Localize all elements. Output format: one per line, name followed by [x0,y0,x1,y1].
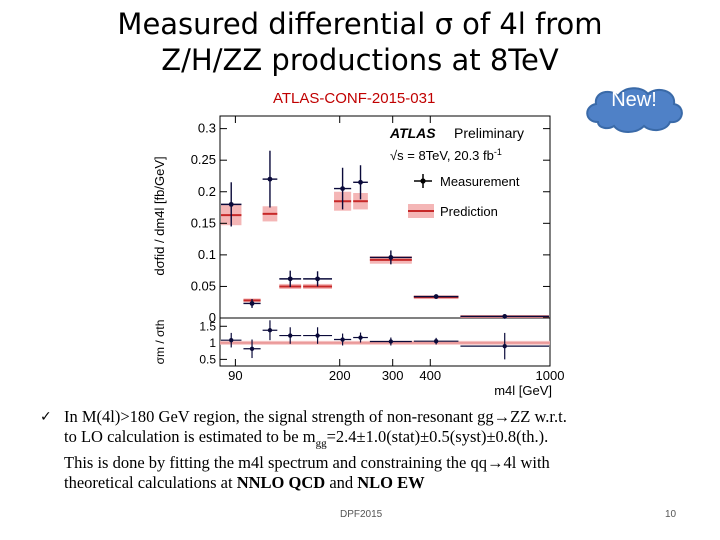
measurement-point-1 [249,301,255,306]
bullet-text-b: ZZ w.r.t. [510,407,567,426]
ratio-point-3 [288,333,293,338]
y-tick-label-4: 0.2 [198,184,216,199]
measurement-point-9 [502,314,508,319]
y-tick-label-1: 0.05 [191,278,216,293]
x-axis-label: m4l [GeV] [494,383,552,398]
bullet-line2-b: =2.4±1.0(stat)±0.5(syst)±0.8(th.). [326,427,549,446]
ratio-point-8 [433,338,439,344]
title-line-1: Measured differential σ of 4l from [117,7,603,41]
mu-subscript: gg [315,437,327,450]
ratio-point-6 [358,335,363,340]
ratio-point-0 [229,337,234,343]
cross-section-chart: 0 0.05 0.1 0.15 0.2 0.25 0.3 0.5 1 1.5 90 200 300 400… [152,115,565,398]
ratio-tick-label-0: 0.5 [199,352,216,366]
ratio-point-5 [340,337,345,342]
y-tick-label-5: 0.25 [191,152,216,167]
bullet-line3-a: This is done by fitting the m4l spectrum… [64,453,487,473]
bullet-line4-a: theoretical calculations at [64,473,237,493]
footer-conference: DPF2015 [340,509,383,520]
x-tick-label-4: 1000 [536,368,565,383]
measurement-point-7 [388,255,394,260]
ratio-point-4 [315,333,320,338]
mu-symbol: m [302,427,316,446]
bullet-paragraph: ✓ In M(4l)>180 GeV region, the signal st… [40,407,680,493]
bullet-line2-a: to LO calculation is estimated to be [64,427,303,446]
measurement-point-3 [287,276,293,282]
slide-title: Measured differential σ of 4l from Z/H/Z… [0,6,720,78]
arrow-icon-2: → [486,453,504,473]
measurement-point-5 [340,186,345,191]
arrow-icon: → [493,407,511,426]
x-tick-label-0: 90 [228,368,242,383]
ratio-axis-label: σm / σth [153,320,167,365]
status-label: Preliminary [454,125,524,141]
x-tick-label-2: 300 [382,368,404,383]
checkmark-icon: ✓ [40,409,52,425]
ratio-point-1 [249,346,255,351]
legend-measurement-label: Measurement [440,174,520,189]
measurement-point-0 [228,201,234,207]
svg-text:√s = 8TeV, 20.3 fb-1: √s = 8TeV, 20.3 fb-1 [390,147,502,163]
measurement-point-6 [358,179,363,185]
energy-label: √s = 8TeV, 20.3 fb [390,148,494,163]
experiment-label: ATLAS [389,125,436,141]
title-line-2: Z/H/ZZ productions at 8TeV [161,43,559,77]
y-tick-label-2: 0.1 [198,247,216,262]
x-tick-label-1: 200 [329,368,351,383]
legend-measurement-marker [420,178,426,184]
page-number: 10 [665,509,677,520]
y-axis-label: dσfid / dm4l [fb/GeV] [152,156,167,275]
bullet-nlo: NLO EW [357,473,425,493]
lumi-superscript: -1 [494,147,502,157]
bullet-text-a: In M(4l)>180 GeV region, the signal stre… [64,407,494,426]
ratio-unity-band [220,340,550,345]
ratio-tick-label-1: 1 [209,336,216,350]
y-tick-label-6: 0.3 [198,121,216,136]
legend-prediction-label: Prediction [440,204,498,219]
ratio-point-7 [388,339,394,344]
y-tick-label-0: 0 [209,310,216,325]
reference-label: ATLAS-CONF-2015-031 [273,90,436,107]
ratio-point-2 [267,328,273,333]
measurement-point-8 [433,294,439,299]
ratio-tick-label-2: 1.5 [199,319,216,333]
x-tick-label-3: 400 [419,368,441,383]
bullet-and: and [325,473,358,493]
measurement-point-4 [315,276,320,282]
new-badge: New! [611,89,657,111]
ratio-point-9 [502,343,507,349]
bullet-nnlo: NNLO QCD [236,473,326,493]
measurement-point-2 [267,176,273,182]
cloud-badge-icon [586,87,683,133]
y-tick-label-3: 0.15 [191,215,216,230]
bullet-line3-b: 4l with [503,453,550,473]
